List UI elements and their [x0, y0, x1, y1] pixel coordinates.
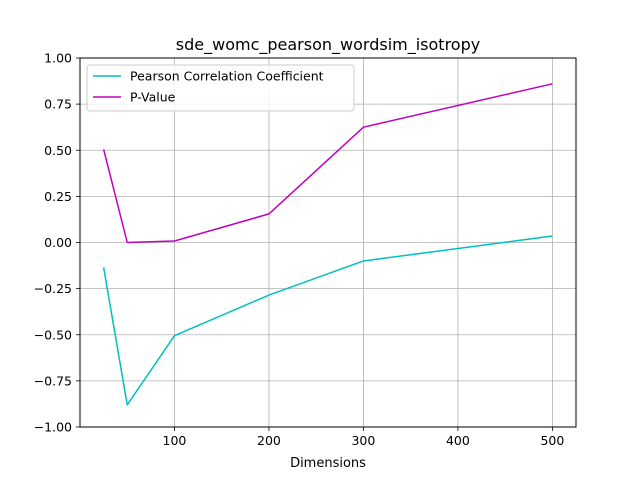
series-lines	[102, 83, 553, 406]
y-tick-label: 0.75	[44, 97, 72, 112]
legend-box	[86, 64, 355, 112]
x-axis-label: Dimensions	[290, 456, 366, 471]
x-tick-label: 100	[163, 433, 187, 448]
x-tick-label: 200	[257, 433, 281, 448]
y-tick-label: −0.50	[34, 327, 72, 342]
y-tick-label: −0.75	[34, 373, 72, 388]
legend: Pearson Correlation Coefficient P-Value	[86, 64, 355, 112]
legend-label: P-Value	[130, 90, 176, 105]
y-tick-label: 0.00	[44, 235, 72, 250]
y-tick-label: −0.25	[34, 281, 72, 296]
legend-label: Pearson Correlation Coefficient	[130, 69, 324, 84]
x-tick-label: 400	[446, 433, 470, 448]
x-tick-label: 300	[351, 433, 375, 448]
y-tick-label: 1.00	[44, 51, 72, 66]
series-line-pearson	[102, 235, 553, 406]
chart-title: sde_womc_pearson_wordsim_isotropy	[176, 35, 480, 55]
x-tick-label: 500	[540, 433, 564, 448]
y-tick-label: −1.00	[34, 420, 72, 435]
series-line-p-value	[102, 83, 553, 244]
y-tick-label: 0.50	[44, 143, 72, 158]
y-tick-label: 0.25	[44, 189, 72, 204]
axis-ticks: 100 200 300 400 500 −1.00 −0.75 −0.50 −0.25 0.00 0…	[34, 51, 565, 449]
